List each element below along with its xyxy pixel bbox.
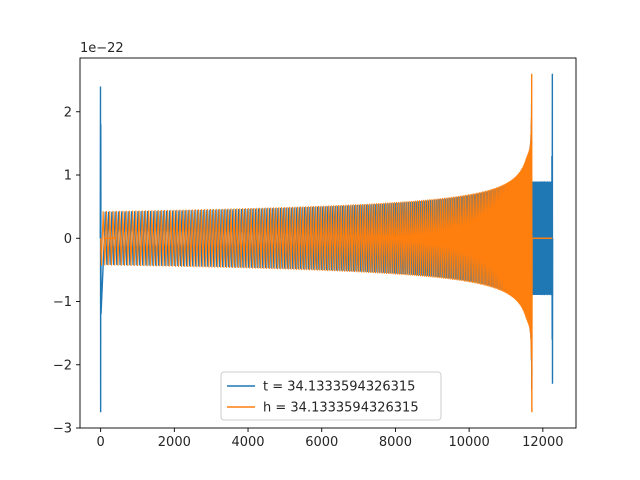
y-tick-label: 0 bbox=[64, 232, 72, 247]
legend-label: h = 34.1333594326315 bbox=[263, 401, 419, 416]
legend-label: t = 34.1333594326315 bbox=[263, 380, 415, 395]
x-tick-label: 6000 bbox=[305, 435, 338, 450]
x-tick-label: 12000 bbox=[522, 435, 563, 450]
series-t-ringdown bbox=[531, 181, 553, 296]
y-tick-label: 1 bbox=[64, 169, 72, 184]
x-tick-label: 2000 bbox=[158, 435, 191, 450]
y-tick-label: −1 bbox=[53, 295, 72, 310]
series-h-inspiral bbox=[100, 118, 532, 351]
legend-box bbox=[220, 371, 442, 421]
series-t-start-spike bbox=[99, 86, 106, 413]
x-tick-label: 0 bbox=[96, 435, 104, 450]
y-tick-label: 2 bbox=[64, 105, 72, 120]
series-h-merger-spike bbox=[530, 73, 533, 413]
series-t-final-spike bbox=[551, 73, 554, 384]
axes: 0 2000 4000 6000 8000 10000 12000 −3 −2 −1 0 1 2 bbox=[53, 57, 577, 450]
plot-area bbox=[99, 73, 554, 413]
y-offset-label: 1e−22 bbox=[80, 41, 124, 56]
x-tick-label: 8000 bbox=[379, 435, 412, 450]
axes-frame bbox=[79, 57, 577, 429]
y-tick-label: −2 bbox=[53, 358, 72, 373]
x-tick-label: 10000 bbox=[448, 435, 489, 450]
y-tick-label: −3 bbox=[53, 422, 72, 437]
x-tick-label: 4000 bbox=[231, 435, 264, 450]
legend: t = 34.1333594326315 h = 34.1333594326315 bbox=[220, 371, 442, 421]
